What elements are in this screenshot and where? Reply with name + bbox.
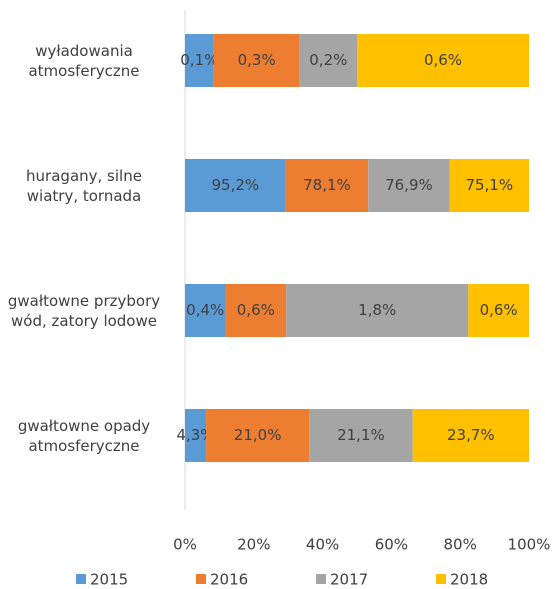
category-label: gwałtowne opady atmosferyczne xyxy=(17,416,151,455)
data-label: 0,6% xyxy=(424,51,462,69)
legend-swatch xyxy=(196,574,206,584)
data-label: 21,1% xyxy=(337,426,385,444)
bar-segment xyxy=(285,159,369,212)
data-label: 76,9% xyxy=(385,176,433,194)
data-label: 4,3% xyxy=(176,426,214,444)
x-tick-label: 60% xyxy=(375,536,408,554)
bar-segment xyxy=(357,34,529,87)
bar-segment xyxy=(206,409,310,462)
bar-segment xyxy=(286,284,469,337)
bar-segment xyxy=(309,409,413,462)
data-label: 21,0% xyxy=(234,426,282,444)
data-label: 0,4% xyxy=(186,301,224,319)
data-label: 0,1% xyxy=(180,51,218,69)
bar-segment xyxy=(185,409,207,462)
x-tick-label: 40% xyxy=(306,536,339,554)
data-label: 95,2% xyxy=(212,176,260,194)
legend-label: 2016 xyxy=(210,571,248,589)
bar-segment xyxy=(225,284,287,337)
data-label: 0,2% xyxy=(309,51,347,69)
data-label: 0,3% xyxy=(238,51,276,69)
x-tick-label: 80% xyxy=(444,536,477,554)
data-label: 23,7% xyxy=(447,426,495,444)
data-label: 78,1% xyxy=(303,176,351,194)
bar-segment xyxy=(299,34,357,87)
category-label: gwałtowne przybory wód, zatory lodowe xyxy=(7,291,161,330)
legend-label: 2017 xyxy=(330,571,368,589)
data-label: 1,8% xyxy=(358,301,396,319)
bar-segment xyxy=(412,409,529,462)
bar-segment xyxy=(213,34,300,87)
data-label: 0,6% xyxy=(237,301,275,319)
category-label: wyładowania atmosferyczne xyxy=(28,41,140,80)
legend-label: 2018 xyxy=(450,571,488,589)
legend-swatch xyxy=(436,574,446,584)
data-label: 75,1% xyxy=(465,176,513,194)
bar-segment xyxy=(368,159,450,212)
legend-swatch xyxy=(316,574,326,584)
x-tick-label: 0% xyxy=(173,536,197,554)
x-tick-label: 100% xyxy=(508,536,551,554)
bar-segment xyxy=(449,159,529,212)
bar-segment xyxy=(468,284,529,337)
bar-segment xyxy=(185,284,226,337)
bar-segment xyxy=(185,159,286,212)
data-label: 0,6% xyxy=(480,301,518,319)
x-tick-label: 20% xyxy=(237,536,270,554)
bar-segment xyxy=(185,34,214,87)
legend-swatch xyxy=(76,574,86,584)
category-label: huragany, silne wiatry, tornada xyxy=(26,166,142,205)
legend-label: 2015 xyxy=(90,571,128,589)
